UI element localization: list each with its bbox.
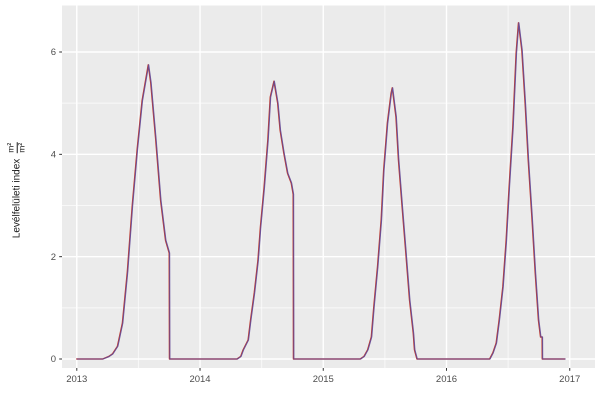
y-tick-label: 6 (51, 47, 56, 58)
x-tick-label: 2015 (313, 374, 334, 385)
x-tick-label: 2013 (66, 374, 87, 385)
y-tick-label: 0 (51, 354, 56, 365)
y-tick-label: 2 (51, 252, 56, 263)
x-tick-label: 2014 (189, 374, 210, 385)
plot-panel (62, 5, 595, 368)
y-tick-label: 4 (51, 150, 56, 161)
x-tick-label: 2017 (559, 374, 580, 385)
series-purple-line (76, 22, 566, 360)
x-tick-label: 2016 (436, 374, 457, 385)
